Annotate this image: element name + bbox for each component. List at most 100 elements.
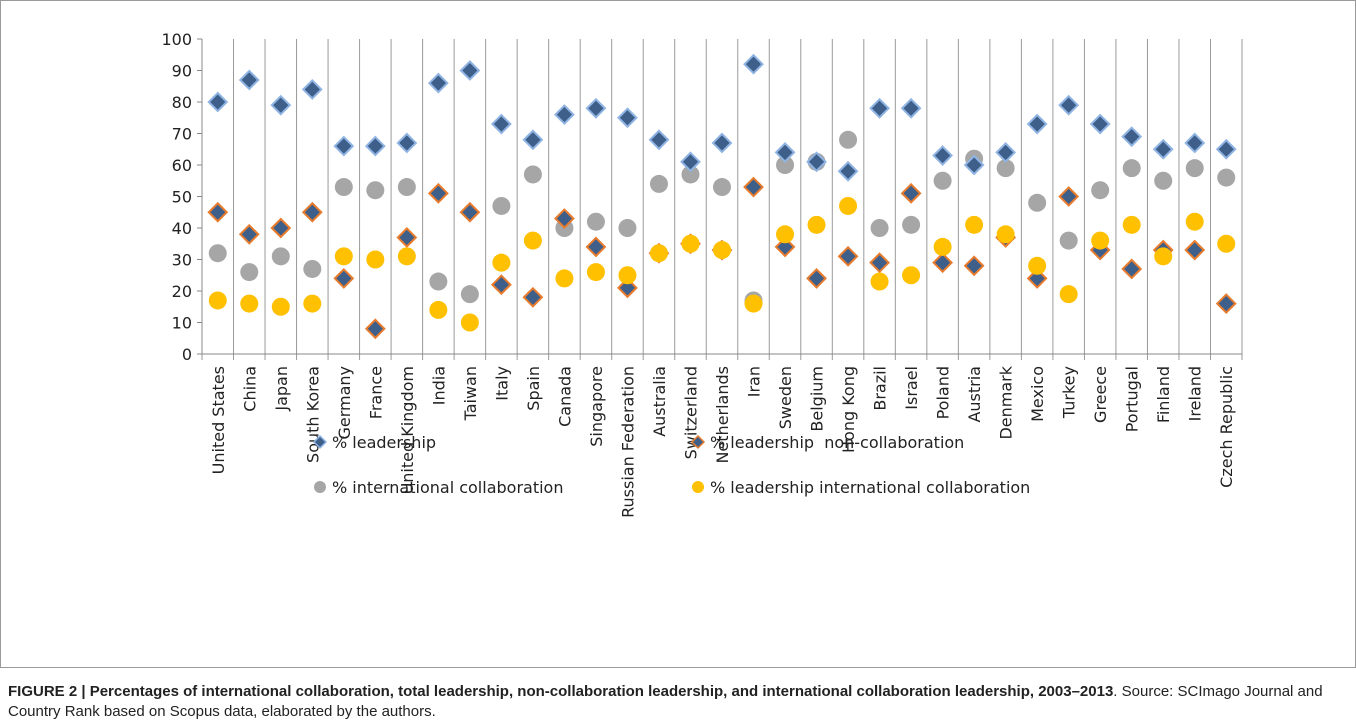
point <box>301 78 323 100</box>
point <box>238 69 260 91</box>
point <box>1217 234 1236 253</box>
point <box>334 178 353 197</box>
x-tick-label: France <box>366 366 385 419</box>
point <box>1152 138 1174 160</box>
x-tick-label: Greece <box>1091 366 1110 423</box>
point <box>1058 94 1080 116</box>
point <box>1122 215 1141 234</box>
point <box>1184 132 1206 154</box>
point <box>333 135 355 157</box>
point <box>207 91 229 113</box>
point <box>523 231 542 250</box>
point <box>396 132 418 154</box>
point <box>869 252 890 274</box>
point <box>586 263 605 282</box>
x-tick-label: India <box>429 366 448 405</box>
point <box>870 219 889 237</box>
point <box>301 201 323 223</box>
x-tick-label: Sweden <box>776 366 795 429</box>
x-tick-label: Austria <box>965 366 984 423</box>
legend-marker <box>314 481 326 493</box>
point <box>837 245 859 267</box>
point <box>837 160 859 182</box>
legend-marker <box>312 434 328 450</box>
point <box>713 241 731 260</box>
point <box>806 267 827 289</box>
point <box>397 247 416 266</box>
point <box>869 97 890 119</box>
y-tick-label: 70 <box>172 125 192 144</box>
point <box>522 129 544 151</box>
point <box>1059 231 1078 250</box>
point <box>649 244 668 263</box>
point <box>996 225 1015 244</box>
x-tick-label: Israel <box>902 366 921 410</box>
point <box>1217 168 1236 187</box>
point <box>366 250 385 269</box>
point <box>681 234 700 253</box>
x-tick-label: Belgium <box>808 366 827 432</box>
point <box>776 225 795 244</box>
point <box>870 272 889 291</box>
point <box>1026 267 1048 289</box>
x-tick-label: Turkey <box>1060 366 1079 419</box>
point <box>963 154 985 176</box>
point <box>743 176 764 198</box>
point <box>743 53 764 75</box>
point <box>681 165 700 184</box>
point <box>618 266 637 285</box>
point <box>744 294 763 313</box>
point <box>585 97 607 119</box>
caption: FIGURE 2 | Percentages of international … <box>8 682 1338 722</box>
point <box>1122 159 1141 178</box>
point <box>965 215 984 234</box>
point <box>680 151 701 173</box>
point <box>1091 181 1110 200</box>
point <box>554 208 575 229</box>
point <box>427 72 449 94</box>
x-tick-label: Czech Republic <box>1217 366 1236 488</box>
point <box>774 141 796 163</box>
point <box>208 244 227 263</box>
legend-marker <box>692 481 704 493</box>
legend-label: % leadership international collaboration <box>710 478 1030 497</box>
legend-label: % leadership non-collaboration <box>710 433 964 452</box>
point <box>902 266 921 285</box>
point <box>492 196 511 215</box>
point <box>429 272 448 291</box>
x-tick-label: Ireland <box>1186 366 1205 421</box>
point <box>427 182 449 204</box>
x-tick-label: United States <box>209 366 228 474</box>
point <box>932 145 954 166</box>
point <box>460 313 479 332</box>
point <box>490 113 512 135</box>
point <box>459 60 481 81</box>
x-tick-label: Hong Kong <box>839 366 858 453</box>
x-tick-label: United Kingdom <box>398 366 417 494</box>
point <box>1215 138 1237 160</box>
point <box>900 97 922 119</box>
point <box>238 223 260 245</box>
point <box>397 178 416 197</box>
point <box>1028 256 1047 275</box>
point <box>995 141 1017 163</box>
point <box>963 255 985 277</box>
chart: 0 10 20 30 40 50 60 70 80 90 100 United States China… <box>161 30 1243 518</box>
point <box>776 156 795 174</box>
point <box>555 269 574 288</box>
point <box>1215 293 1237 315</box>
point <box>618 219 637 237</box>
y-tick-label: 20 <box>172 282 192 301</box>
x-tick-label: Switzerland <box>681 366 700 459</box>
point <box>240 294 259 313</box>
point <box>334 247 353 266</box>
point <box>208 291 227 310</box>
point <box>333 267 355 289</box>
point <box>492 253 511 272</box>
point <box>711 132 733 154</box>
y-tick-label: 100 <box>161 30 192 49</box>
x-tick-label: Russian Federation <box>618 366 637 518</box>
y-tick-label: 10 <box>172 314 192 333</box>
point <box>774 236 796 258</box>
point <box>617 107 638 129</box>
